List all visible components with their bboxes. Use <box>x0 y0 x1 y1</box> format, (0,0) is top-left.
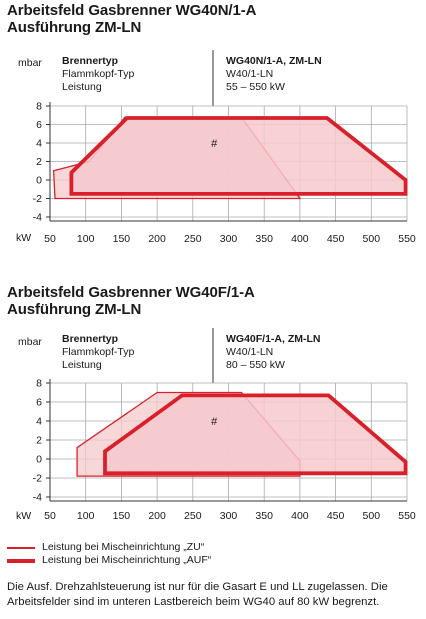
plot-marker: # <box>211 416 218 428</box>
chart1-info-right-2: 55 – 550 kW <box>226 81 285 93</box>
chart2-info-right-0: WG40F/1-A, ZM-LN <box>226 333 321 345</box>
x-tick-label: 150 <box>113 510 131 522</box>
y-tick-label: 2 <box>36 156 42 168</box>
x-tick-label: 350 <box>255 233 273 245</box>
y-tick-label: -4 <box>33 492 42 504</box>
chart2-title-line2: Ausführung ZM-LN <box>7 301 142 318</box>
plot-marker: # <box>211 138 218 150</box>
chart2-info-left-1: Flammkopf-Typ <box>62 346 135 358</box>
y-tick-label: 0 <box>36 454 42 466</box>
y-tick-label: 4 <box>36 416 42 428</box>
chart2-title: Arbeitsfeld Gasbrenner WG40F/1-A Ausführ… <box>7 284 255 318</box>
legend-label-auf: Leistung bei Mischeinrichtung „AUF“ <box>42 554 212 566</box>
chart1-info-left-2: Leistung <box>62 81 102 93</box>
chart2-info-right-1: W40/1-LN <box>226 346 274 358</box>
legend-label-zu: Leistung bei Mischeinrichtung „ZU“ <box>42 541 205 553</box>
chart1-info-left: Brennertyp Flammkopf-Typ Leistung <box>62 55 134 94</box>
chart2-info-left: Brennertyp Flammkopf-Typ Leistung <box>62 333 134 372</box>
x-tick-label: 50 <box>44 510 56 522</box>
x-tick-label: 450 <box>327 510 345 522</box>
chart1-info-right: WG40N/1-A, ZM-LN W40/1-LN 55 – 550 kW <box>226 55 322 94</box>
chart1-title: Arbeitsfeld Gasbrenner WG40N/1-A Ausführ… <box>7 2 256 36</box>
legend-line-thick <box>7 559 35 563</box>
chart1-title-line1: Arbeitsfeld Gasbrenner WG40N/1-A <box>7 2 257 19</box>
y-tick-label: 2 <box>36 435 42 447</box>
chart1-x-unit: kW <box>16 232 32 244</box>
chart2-info-left-0: Brennertyp <box>62 333 119 345</box>
footnote: Die Ausf. Drehzahlsteuerung ist nur für … <box>7 581 388 608</box>
x-tick-label: 150 <box>113 233 131 245</box>
x-tick-label: 250 <box>184 233 202 245</box>
chart1-info-left-0: Brennertyp <box>62 55 119 67</box>
legend-line-thin <box>7 547 35 549</box>
chart1-title-line2: Ausführung ZM-LN <box>7 19 142 36</box>
x-tick-label: 400 <box>291 233 309 245</box>
y-tick-label: -2 <box>33 473 42 485</box>
x-tick-label: 100 <box>77 233 95 245</box>
series-auf-area <box>69 116 408 196</box>
chart2-info-right-2: 80 – 550 kW <box>226 359 285 371</box>
chart1-info-right-1: W40/1-LN <box>226 68 274 80</box>
x-tick-label: 300 <box>220 510 238 522</box>
x-tick-label: 400 <box>291 510 309 522</box>
chart2-title-line1: Arbeitsfeld Gasbrenner WG40F/1-A <box>7 284 255 301</box>
y-tick-label: 6 <box>36 119 42 131</box>
x-tick-label: 50 <box>44 233 56 245</box>
x-tick-label: 100 <box>77 510 95 522</box>
chart1-plot: -4 -2 0 2 4 6 8 50 100 150 200 250 300 350 400 450 500 55… <box>33 50 416 245</box>
chart2-info-right: WG40F/1-A, ZM-LN W40/1-LN 80 – 550 kW <box>226 333 321 372</box>
x-tick-label: 500 <box>363 510 381 522</box>
y-tick-label: 4 <box>36 138 42 150</box>
y-tick-label: -2 <box>33 193 42 205</box>
series-auf-area <box>103 393 408 476</box>
x-tick-label: 550 <box>398 233 416 245</box>
y-tick-label: 0 <box>36 175 42 187</box>
x-tick-label: 550 <box>398 510 416 522</box>
y-tick-label: 8 <box>36 101 42 113</box>
x-tick-label: 200 <box>148 510 166 522</box>
y-tick-label: -4 <box>33 212 42 224</box>
chart2-info-left-2: Leistung <box>62 359 102 371</box>
x-tick-label: 350 <box>255 510 273 522</box>
x-tick-label: 250 <box>184 510 202 522</box>
chart1-y-unit: mbar <box>18 57 42 69</box>
chart1-info-right-0: WG40N/1-A, ZM-LN <box>226 55 322 67</box>
y-tick-label: 8 <box>36 378 42 390</box>
chart2-x-unit: kW <box>16 510 32 522</box>
chart2-plot: -4 -2 0 2 4 6 8 50 100 150 200 250 300 350 400 450 500 55… <box>33 328 416 522</box>
chart1-info-left-1: Flammkopf-Typ <box>62 68 135 80</box>
x-tick-label: 450 <box>327 233 345 245</box>
x-tick-label: 200 <box>148 233 166 245</box>
x-tick-label: 500 <box>363 233 381 245</box>
y-tick-label: 6 <box>36 397 42 409</box>
chart2-y-unit: mbar <box>18 336 42 348</box>
x-tick-label: 300 <box>220 233 238 245</box>
